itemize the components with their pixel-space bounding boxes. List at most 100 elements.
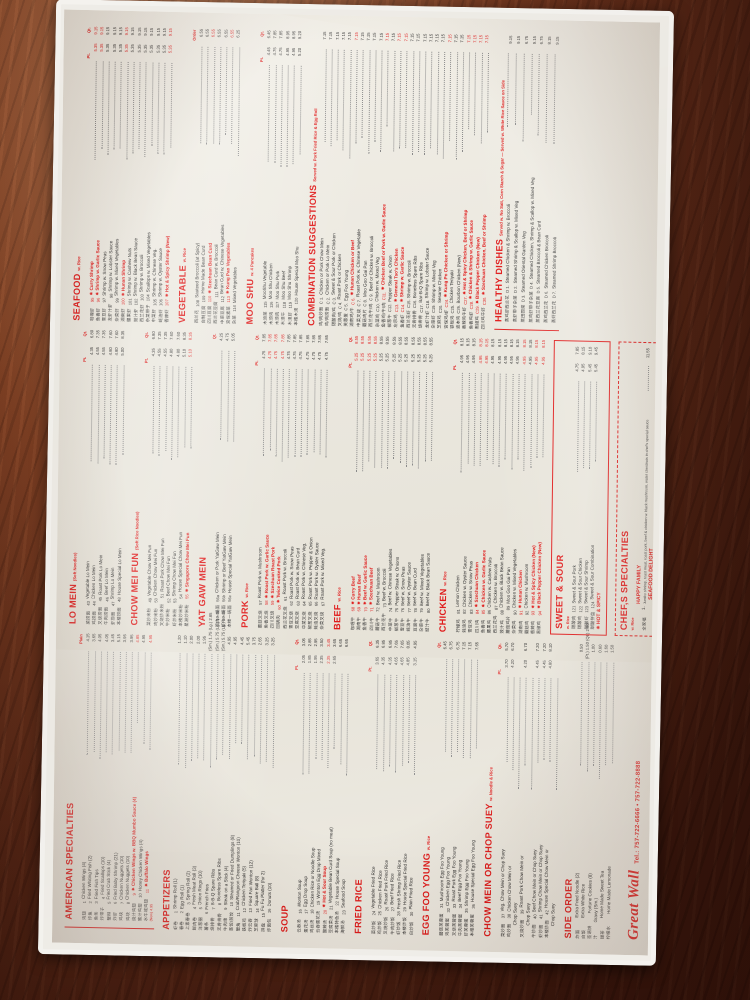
- item-name-text: ✷ Shrimp w. Garlic Sauce: [95, 239, 101, 296]
- item-price-pint: 4.35: [380, 656, 386, 665]
- item-price-pint: 4.95: [290, 47, 296, 56]
- item-chinese-name: 蒸饺/煎饺: [228, 911, 235, 931]
- item-name-text: Moo Shu Pork: [274, 270, 280, 300]
- item-chinese-name: 杂菜鸡: [374, 313, 380, 327]
- item-price-pint: 4.95: [580, 363, 586, 372]
- item-chinese-name: 铁板鸡: [241, 917, 247, 931]
- item-name-text: Chicken or Pork YatGaw Mein: [214, 531, 221, 593]
- item-name-text: Mixed Vegetables: [231, 266, 238, 303]
- item-number: C12.: [387, 302, 393, 312]
- section-subtitle: (Soft Noodles): [72, 552, 78, 581]
- section-title-text: HEALTHY DISHES: [493, 238, 505, 322]
- section-seafood: SEAFOOD w. Rice Pt. Qt. 咖喱虾 95 ✷ Curry Shr…: [72, 26, 174, 323]
- item-number: 83: [468, 608, 474, 614]
- item-price-pint: 5.25: [416, 353, 422, 362]
- item-chinese-name: 左宗鸡: [393, 313, 399, 328]
- item-price-pint: 4.45: [239, 636, 245, 645]
- item-number: 60: [276, 604, 282, 610]
- item-price-quart: 7.85: [278, 29, 284, 39]
- item-number: 94: [537, 610, 543, 616]
- item-name-text: ✷ Beef w. Garlic Sauce: [362, 554, 369, 605]
- item-price-pint: 4.95: [490, 355, 496, 364]
- item-name-text: Chop Suey: [524, 902, 531, 926]
- item-name-text: Mushroom Egg Foo Young: [438, 846, 445, 901]
- item-price-pint: 5.25: [428, 353, 434, 362]
- item-number: C13.: [393, 303, 399, 312]
- item-price-quart: 6.85: [387, 639, 393, 648]
- item-number: C 7.: [356, 298, 362, 306]
- item-name-text: ✷ Hunan Chicken or Beef: [349, 239, 356, 295]
- item-price-pint: 4.95: [540, 356, 546, 365]
- item-number: 90: [512, 609, 518, 615]
- item-name-text: Seafood Soup: [340, 878, 346, 908]
- item-chinese-name: 云吞汤: [296, 918, 302, 933]
- item-price-pint: (Sm.) 5.75 (Lg.) 10.15: [220, 609, 226, 651]
- item-name-text: ✷ Szechuan Bean Curd: [206, 242, 213, 294]
- section-title-text: EGG FOO YOUNG: [421, 852, 433, 935]
- item-name-text: Egg Foo Young: [343, 269, 349, 301]
- item-price-quart: 7.85: [292, 333, 298, 343]
- item-price-pint: 5.25: [409, 353, 415, 362]
- item-price-quart: 7.85: [273, 333, 279, 342]
- item-chinese-name: 龙虾汁虾: [107, 302, 113, 321]
- item-price-quart: 7.20: [535, 642, 541, 651]
- item-price-pint: 9.15: [508, 35, 514, 44]
- item-price-pint: 1.60: [603, 644, 609, 653]
- restaurant-name: Great Wall: [625, 869, 643, 940]
- item-price-quart: 8.15: [465, 337, 471, 346]
- item-name-text: Chop Suey: [512, 902, 518, 925]
- item-price-pint: 9.15: [531, 35, 537, 44]
- item-name-text: Chicken or Pork Lo Mein: [324, 244, 331, 295]
- item-name-text: House Special Moo Shu: [293, 245, 299, 296]
- leader-dots: [555, 677, 559, 790]
- item-list: 鸡/肉炒面 C 1. Chicken or Pork Chow Mein 7.15 鸡/…: [318, 31, 490, 329]
- item-name-text: Beef w. Black Bean Sauce: [424, 552, 431, 607]
- item-price-pint: 5.45: [586, 363, 593, 372]
- item-name-text: ✷ Hot & Sour Soup: [321, 865, 328, 908]
- item-name-text: Lemon Chicken: [455, 574, 461, 607]
- item-price-quart: 7.60: [169, 331, 175, 340]
- item-name-text: Home Made Bean Curd: [200, 244, 207, 294]
- item-number: 88: [499, 609, 505, 615]
- item-price-pint: 7.15: [453, 33, 459, 43]
- leader-dots: [430, 371, 434, 461]
- item-number: 81: [455, 608, 461, 614]
- item-chinese-name: 蒸鸡虾西兰花: [504, 294, 511, 322]
- leader-dots: [414, 674, 417, 775]
- section-subtitle: w. Noodle & Rice: [488, 766, 494, 801]
- restaurant-brand: Great Wall Tel.: 757-722-6666 • 757-722-…: [624, 645, 648, 940]
- item-chinese-name: 菜炒饭: [370, 920, 376, 934]
- item-price-quart: 9.15: [111, 26, 117, 35]
- item-name: Steamed Chicken Broccoli: [544, 146, 552, 289]
- laminated-placemat-menu: AMERICAN SPECIALTIES Plain 鸡翅 1 Chicken Wi…: [37, 0, 675, 966]
- item-chinese-name: 鸡肉一锅面: [214, 604, 220, 627]
- item-name-text: ✷ Buffalo Wings: [143, 850, 150, 887]
- item-list: 蘑菇叉烧 57 Roast Pork w. Mushroom 4.75 7.85 鱼香叉烧…: [257, 333, 329, 629]
- item-chinese-name: 蚝油虾: [157, 308, 163, 323]
- price-header-pint: Pt.: [293, 664, 299, 670]
- item-name-text: Beef w. Mixed Vegetables: [418, 553, 425, 606]
- item-chinese-name: 西兰花豆腐: [213, 300, 219, 324]
- leader-dots: [515, 53, 517, 126]
- item-number: 91: [518, 609, 524, 615]
- item-price-quart: 7.85: [279, 333, 285, 342]
- item-price-pint: 6.25: [235, 29, 241, 38]
- item-price-quart: 8.05: [405, 639, 412, 649]
- item-chinese-name: 炸鱼: [87, 910, 93, 920]
- item-price-pint: 7.15: [322, 30, 328, 40]
- item-price-quart: 6.35: [374, 639, 380, 648]
- item-name-text: Steak on a Stick (4): [222, 865, 229, 906]
- price-header-quart: Qt.: [211, 333, 217, 339]
- item-chinese-name: 鱼香牛: [362, 616, 368, 631]
- item-name-text: Shrimp w. Lobster Sauce: [424, 247, 431, 298]
- leader-dots: [537, 53, 541, 136]
- item-list: 鸡肉一锅面 56a Chicken or Pork YatGaw Mein 4.25 虾…: [214, 332, 236, 627]
- item-price-quart: 7.35: [101, 329, 107, 338]
- item-name-text: Wonton Soup: [296, 879, 303, 907]
- item-number: 110: [207, 295, 213, 302]
- item-price-quart: 7.85: [311, 334, 317, 343]
- item-price-quart: 8.15: [490, 338, 496, 347]
- item-name-text: Sweet & Sour Combination: [589, 544, 596, 600]
- item-price-pint: 7.15: [328, 31, 334, 40]
- item-name-text: Beef Chow Mei Fun: [165, 555, 171, 596]
